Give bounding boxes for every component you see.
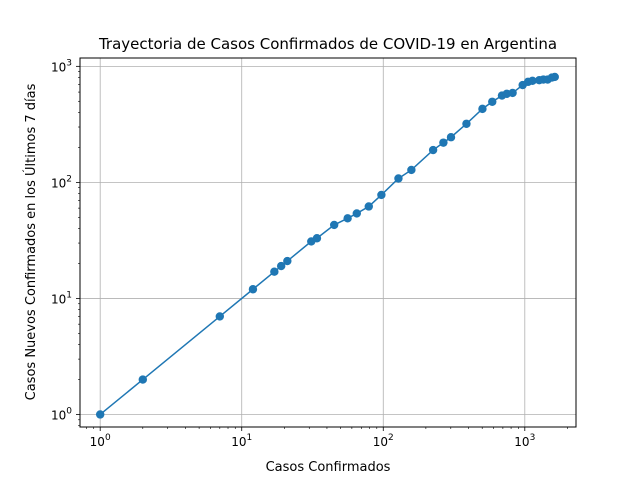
data-point	[528, 76, 537, 86]
x-tick-label-exponent: 0	[105, 433, 111, 443]
data-point	[407, 165, 416, 175]
data-point	[439, 138, 448, 147]
data-point	[394, 174, 403, 183]
series-line	[99, 76, 555, 416]
data-point	[138, 375, 147, 384]
y-tick-label: 101	[51, 290, 72, 306]
y-tick-label: 102	[51, 174, 72, 190]
data-point	[352, 209, 361, 218]
grid	[80, 58, 576, 427]
x-tick-label: 101	[231, 433, 252, 449]
series	[95, 72, 559, 419]
y-tick-label-exponent: 1	[66, 290, 72, 300]
data-point	[283, 256, 292, 266]
x-tick-label-base: 10	[90, 435, 105, 449]
y-tick-label-base: 10	[51, 176, 66, 190]
data-point	[248, 285, 258, 294]
y-tick-label: 100	[51, 406, 72, 422]
y-tick-label-exponent: 2	[66, 174, 72, 184]
plot-frame	[79, 57, 577, 428]
data-point	[95, 410, 105, 419]
y-tick-label-exponent: 0	[66, 406, 72, 416]
x-tick-label: 103	[514, 433, 535, 449]
data-point	[343, 214, 352, 223]
data-point	[329, 220, 339, 230]
x-tick-label: 102	[373, 433, 394, 449]
data-point	[276, 261, 286, 271]
data-point	[550, 72, 559, 82]
data-point	[446, 133, 456, 142]
data-point	[428, 145, 438, 155]
x-tick-label-exponent: 2	[388, 433, 394, 443]
x-tick-label: 100	[90, 433, 111, 449]
y-tick-label-exponent: 3	[66, 58, 72, 68]
data-point	[312, 234, 322, 243]
data-point	[364, 202, 373, 211]
y-tick-label-base: 10	[51, 408, 66, 422]
x-axis-label: Casos Confirmados	[266, 460, 391, 475]
data-point	[215, 312, 225, 321]
data-point	[508, 88, 517, 98]
x-tick-label-exponent: 1	[247, 433, 253, 443]
data-point	[377, 190, 386, 200]
x-tick-label-exponent: 3	[530, 433, 536, 443]
x-tick-label-base: 10	[373, 435, 388, 449]
data-point	[270, 267, 279, 276]
data-point	[462, 119, 471, 128]
x-tick-label-base: 10	[231, 435, 246, 449]
chart-title: Trayectoria de Casos Confirmados de COVI…	[98, 35, 557, 53]
y-axis-label: Casos Nuevos Confirmados en los Últimos …	[23, 83, 39, 400]
y-tick-label-base: 10	[51, 292, 66, 306]
x-tick-label-base: 10	[514, 435, 529, 449]
y-tick-label: 103	[51, 58, 72, 74]
data-point	[488, 97, 497, 106]
data-point	[478, 104, 487, 114]
y-tick-label-base: 10	[51, 60, 66, 74]
